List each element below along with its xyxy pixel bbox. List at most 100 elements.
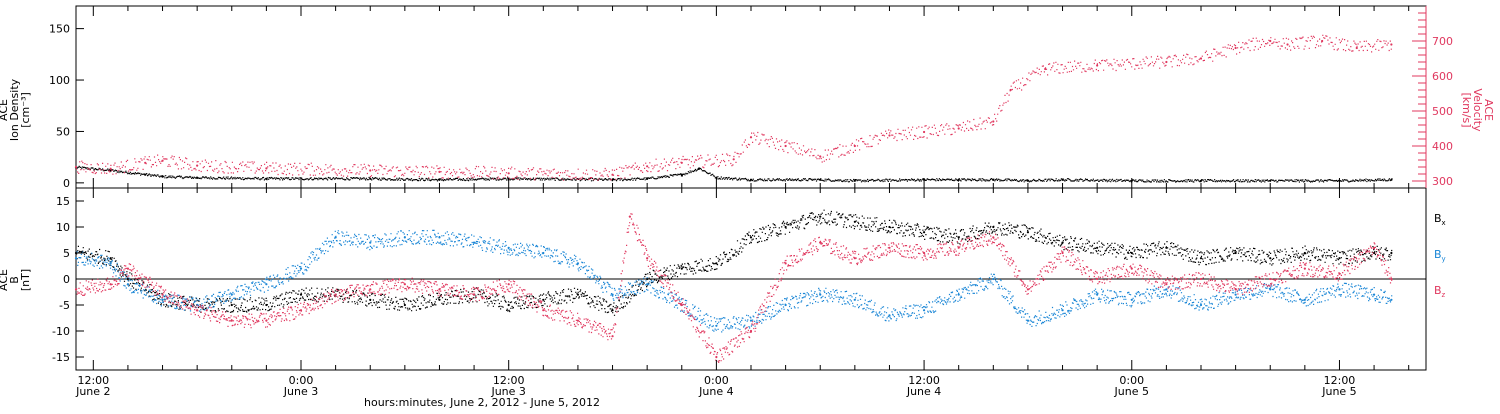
bottom-by-point — [957, 293, 960, 296]
bottom-by-point — [576, 262, 580, 265]
velocity-axis-tick-label: 300 — [1432, 175, 1453, 188]
series-bx — [74, 209, 1393, 316]
b-axis-title-line: ACE — [0, 269, 10, 291]
bottom-bx-point — [230, 303, 233, 307]
bottom-by-point — [1199, 303, 1203, 307]
bottom-bz-point — [542, 309, 545, 312]
legend-bz: Bz — [1434, 284, 1446, 299]
b-axis-tick-label: -15 — [52, 351, 70, 364]
bottom-bz-point — [1390, 277, 1393, 281]
b-axis-title-line: B — [8, 276, 21, 284]
density-axis-title-line: [cm⁻³] — [19, 92, 32, 128]
density-axis-title-line: Ion Density — [8, 78, 21, 141]
top-velocity-point — [74, 165, 78, 169]
bottom-bx-point — [922, 231, 926, 234]
top-velocity-point — [438, 170, 441, 173]
top-panel-frame — [75, 5, 1427, 189]
density-axis-title-line: ACE — [0, 99, 10, 121]
top-velocity-point — [1286, 43, 1289, 46]
bottom-bx-point — [1372, 251, 1376, 255]
top-velocity-point — [196, 164, 199, 167]
bottom-bz-point — [576, 319, 580, 322]
density-axis-tick-label: 150 — [49, 23, 70, 36]
bottom-bx-point — [1390, 251, 1393, 255]
bottom-bz-point — [1269, 277, 1272, 281]
top-density-cloud — [76, 165, 1393, 183]
x-tick-time-label: 12:00 — [1324, 374, 1356, 387]
top-velocity-point — [109, 167, 112, 170]
bottom-bx-point — [542, 298, 545, 301]
bottom-bz-point — [680, 303, 683, 307]
top-velocity-point — [888, 134, 891, 137]
bottom-bx-point — [403, 303, 406, 307]
b-axis-tick-label: -10 — [52, 325, 70, 338]
bottom-by-point — [992, 277, 995, 281]
density-axis-tick-label: 100 — [49, 74, 70, 87]
bottom-bx-point — [646, 277, 649, 281]
x-tick-date-label: June 4 — [698, 385, 733, 398]
top-velocity-point — [732, 158, 735, 161]
bottom-by-point — [1234, 293, 1237, 296]
x-axis-title: hours:minutes, June 2, 2012 - June 5, 20… — [364, 396, 600, 409]
x-tick-date-label: June 4 — [906, 385, 941, 398]
legend-bz-sub: z — [1442, 291, 1446, 299]
top-velocity-point — [784, 144, 787, 148]
x-tick-time-label: 0:00 — [1119, 374, 1144, 387]
bottom-bz-point — [472, 293, 476, 296]
bottom-bx-point — [680, 267, 683, 270]
bottom-bx-point — [853, 220, 856, 223]
bottom-by-point — [1061, 309, 1064, 312]
bottom-bx-point — [299, 293, 303, 296]
velocity-axis-title-line: [km/s] — [1460, 92, 1473, 127]
top-velocity-point — [1096, 64, 1099, 67]
series-velocity — [74, 34, 1393, 181]
bottom-bx-point — [715, 262, 718, 265]
top-velocity-point — [992, 120, 995, 123]
bottom-by-point — [715, 324, 718, 327]
top-velocity-point — [1165, 60, 1168, 64]
bottom-by-point — [1165, 288, 1168, 291]
density-axis-tick-label: 0 — [63, 177, 70, 190]
bottom-bz-point — [403, 283, 406, 286]
x-tick-date-label: June 2 — [75, 385, 110, 398]
x-tick-date-label: June 3 — [490, 385, 525, 398]
bottom-by-point — [1130, 298, 1133, 301]
axes-layer: 0 50 100 150 -15 -10 -5 0 5 10 15 300 400 500 600 700 AC… — [0, 6, 1495, 398]
series-density — [74, 165, 1393, 183]
b-axis-tick-label: 15 — [56, 195, 70, 208]
bottom-bz-point — [161, 293, 164, 296]
legend-by: By — [1434, 248, 1446, 263]
bottom-by-point — [369, 241, 372, 244]
b-axis-tick-label: 10 — [56, 221, 70, 234]
velocity-axis-title-line: Velocity — [1471, 88, 1484, 132]
series-by — [74, 229, 1393, 333]
x-tick-time-label: 12:00 — [77, 374, 109, 387]
top-velocity-point — [265, 167, 268, 170]
x-tick-date-label: June 3 — [283, 385, 318, 398]
b-axis-tick-label: 0 — [63, 273, 70, 286]
series-bz — [74, 213, 1393, 363]
bottom-by-point — [749, 319, 753, 322]
top-velocity-point — [922, 130, 926, 134]
bottom-by-point — [126, 283, 130, 286]
bottom-bx-point — [1096, 246, 1099, 249]
bottom-bx-point — [507, 303, 510, 307]
top-velocity-point — [1355, 46, 1358, 50]
bottom-by-cloud — [76, 229, 1393, 333]
bottom-bx-point — [1199, 257, 1203, 260]
b-axis-tick-label: 5 — [63, 247, 70, 260]
velocity-axis-tick-label: 700 — [1432, 35, 1453, 48]
bottom-by-point — [922, 309, 926, 312]
bottom-bx-point — [784, 225, 787, 229]
bottom-bz-point — [507, 283, 510, 286]
bottom-by-point — [819, 293, 822, 296]
bottom-bx-point — [1130, 251, 1133, 255]
data-layer — [74, 34, 1393, 363]
x-tick-time-label: 12:00 — [493, 374, 525, 387]
top-velocity-cloud — [76, 34, 1392, 181]
